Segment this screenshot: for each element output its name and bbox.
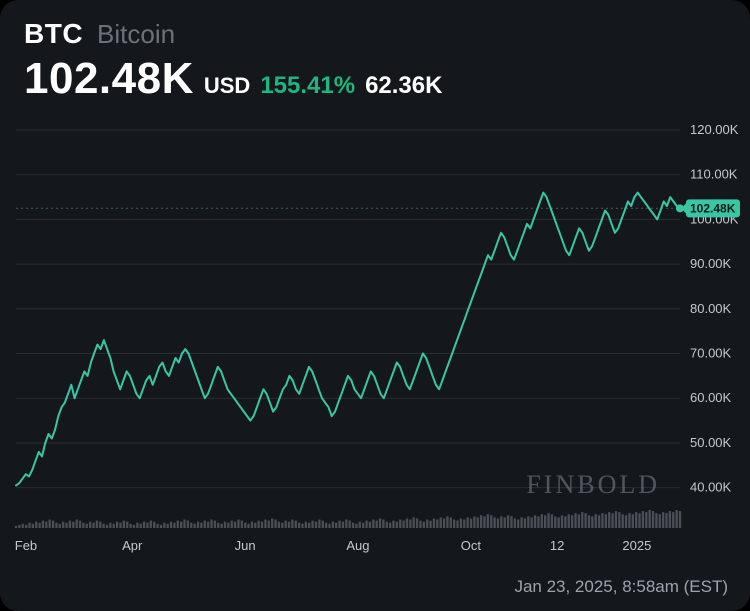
svg-text:40.00K: 40.00K (690, 480, 732, 495)
currency-label: USD (204, 73, 250, 99)
price-row: 102.48K USD 155.41% 62.36K (24, 54, 726, 104)
svg-text:Feb: Feb (15, 538, 37, 553)
svg-text:102.48K: 102.48K (690, 201, 736, 215)
svg-text:50.00K: 50.00K (690, 435, 732, 450)
change-absolute: 62.36K (365, 72, 442, 100)
ticker-symbol: BTC (24, 18, 83, 50)
svg-text:Apr: Apr (122, 538, 143, 553)
svg-text:70.00K: 70.00K (690, 346, 732, 361)
svg-text:Aug: Aug (346, 538, 369, 553)
svg-text:2025: 2025 (622, 538, 651, 553)
chart-area[interactable]: 40.00K50.00K60.00K70.00K80.00K90.00K100.… (0, 120, 750, 560)
svg-text:60.00K: 60.00K (690, 390, 732, 405)
watermark: FINBOLD (526, 470, 660, 500)
svg-text:120.00K: 120.00K (690, 122, 739, 137)
svg-text:110.00K: 110.00K (690, 167, 738, 182)
svg-text:90.00K: 90.00K (690, 256, 732, 271)
svg-text:12: 12 (550, 538, 564, 553)
change-percent: 155.41% (260, 72, 355, 100)
svg-text:Oct: Oct (461, 538, 482, 553)
svg-text:Jun: Jun (235, 538, 256, 553)
header: BTC Bitcoin 102.48K USD 155.41% 62.36K (0, 18, 750, 104)
svg-text:80.00K: 80.00K (690, 301, 732, 316)
price-value: 102.48K (24, 54, 194, 104)
ticker-row: BTC Bitcoin (24, 18, 726, 50)
timestamp: Jan 23, 2025, 8:58am (EST) (514, 577, 728, 597)
ticker-name: Bitcoin (97, 19, 175, 50)
price-card: BTC Bitcoin 102.48K USD 155.41% 62.36K 4… (0, 0, 750, 611)
